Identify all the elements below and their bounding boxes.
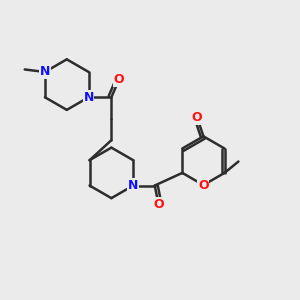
- Text: O: O: [192, 111, 203, 124]
- Text: O: O: [198, 178, 209, 192]
- Text: O: O: [153, 198, 164, 211]
- Text: N: N: [128, 179, 139, 192]
- Text: N: N: [40, 65, 50, 79]
- Text: O: O: [114, 73, 124, 86]
- Text: N: N: [83, 91, 94, 104]
